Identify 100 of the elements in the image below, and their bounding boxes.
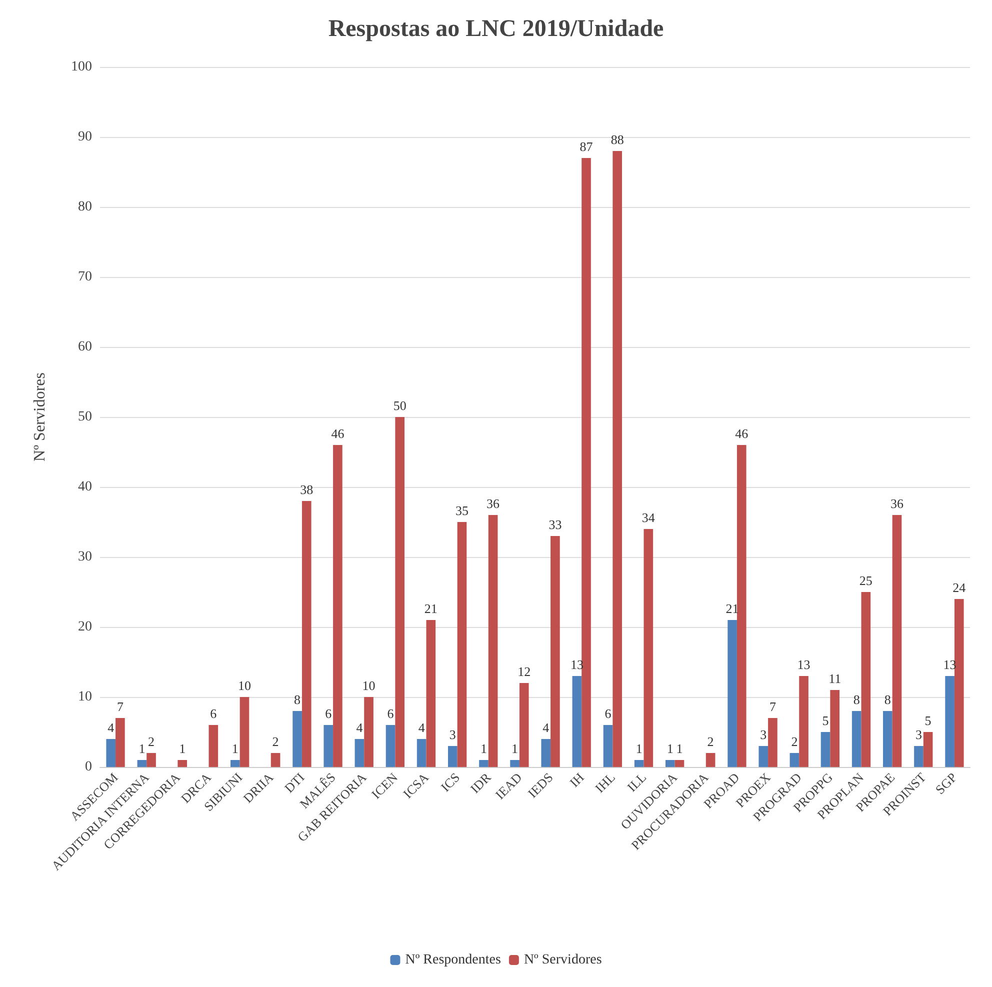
data-label: 35 [455, 503, 468, 518]
bar [106, 739, 116, 767]
y-tick-label: 50 [78, 410, 92, 424]
data-label: 10 [238, 678, 251, 693]
bar [674, 760, 684, 767]
data-label: 7 [769, 699, 776, 714]
x-tick-label: IDR [467, 769, 494, 796]
data-label: 3 [760, 727, 767, 742]
bar [830, 690, 840, 767]
x-tick-label: IH [566, 770, 587, 790]
y-tick-label: 20 [78, 620, 92, 634]
data-label: 38 [300, 482, 314, 497]
data-label: 2 [148, 734, 155, 749]
bar [603, 725, 613, 767]
bar [230, 760, 240, 767]
bar [799, 676, 808, 767]
y-tick-label: 10 [78, 690, 92, 704]
data-label: 4 [542, 720, 550, 735]
bar [457, 522, 467, 767]
data-label: 21 [424, 601, 438, 616]
bar [479, 760, 488, 767]
data-label: 34 [642, 510, 656, 525]
data-label: 1 [179, 741, 186, 756]
data-label: 2 [707, 734, 714, 749]
bar [634, 760, 644, 767]
bar [550, 536, 560, 767]
data-label: 5 [924, 713, 932, 728]
data-label: 6 [325, 706, 332, 721]
chart-title: Respostas ao LNC 2019/Unidade [328, 16, 664, 42]
bar [790, 753, 800, 767]
bar [270, 753, 280, 767]
bar [768, 718, 778, 767]
bar [510, 760, 520, 767]
legend-label: Nº Respondentes [405, 952, 501, 968]
bar [448, 746, 458, 767]
data-label: 4 [108, 720, 115, 735]
bar [736, 445, 746, 767]
bar [541, 739, 551, 767]
bar [820, 732, 830, 767]
data-label: 87 [580, 139, 594, 154]
bar [572, 676, 582, 767]
data-label: 24 [952, 580, 966, 595]
bar [612, 151, 622, 767]
bar [116, 718, 125, 767]
bar [240, 697, 250, 767]
data-label: 33 [548, 517, 562, 532]
data-label: 1 [636, 741, 642, 756]
bar [416, 739, 426, 767]
data-label: 25 [859, 573, 872, 588]
bar [178, 760, 187, 767]
y-tick-label: 70 [78, 270, 92, 284]
data-label: 6 [210, 706, 218, 721]
data-label: 46 [331, 426, 345, 441]
data-label: 7 [116, 699, 124, 714]
bar [395, 417, 404, 767]
bar [728, 620, 737, 767]
y-tick-label: 60 [78, 340, 92, 354]
data-label: 4 [418, 720, 426, 735]
data-label: 1 [480, 741, 487, 756]
data-label: 8 [294, 692, 301, 707]
data-label: 46 [735, 426, 749, 441]
y-tick-label: 100 [71, 60, 92, 74]
data-label: 3 [915, 727, 922, 742]
data-label: 6 [387, 706, 394, 721]
data-label: 2 [791, 734, 798, 749]
data-label: 1 [232, 741, 238, 756]
bar [386, 725, 396, 767]
bar [208, 725, 218, 767]
data-label: 5 [822, 713, 829, 728]
data-label: 88 [610, 132, 624, 147]
bar [666, 760, 675, 767]
x-tick-label: IHL [592, 770, 618, 796]
data-label: 36 [486, 496, 500, 511]
bar [324, 725, 334, 767]
y-axis-title: Nº Servidores [32, 372, 48, 462]
data-label: 1 [512, 741, 518, 756]
y-tick-label: 0 [85, 760, 92, 774]
bar [945, 676, 954, 767]
bar [137, 760, 147, 767]
bar [914, 746, 924, 767]
bar [706, 753, 716, 767]
data-label: 3 [449, 727, 456, 742]
bar [488, 515, 498, 767]
bar [954, 599, 964, 767]
x-tick-label: SGP [932, 770, 960, 798]
data-label: 1 [666, 741, 674, 756]
bar [644, 529, 654, 767]
bar [892, 515, 902, 767]
data-label: 1 [138, 741, 146, 756]
bar [582, 158, 591, 767]
y-tick-label: 90 [78, 130, 92, 144]
bar [426, 620, 436, 767]
y-tick-label: 30 [78, 550, 92, 564]
bar [333, 445, 342, 767]
bar [861, 592, 871, 767]
bar [758, 746, 768, 767]
bar [354, 739, 364, 767]
legend-label: Nº Servidores [524, 952, 602, 968]
y-tick-label: 40 [78, 480, 92, 494]
bar [519, 683, 529, 767]
